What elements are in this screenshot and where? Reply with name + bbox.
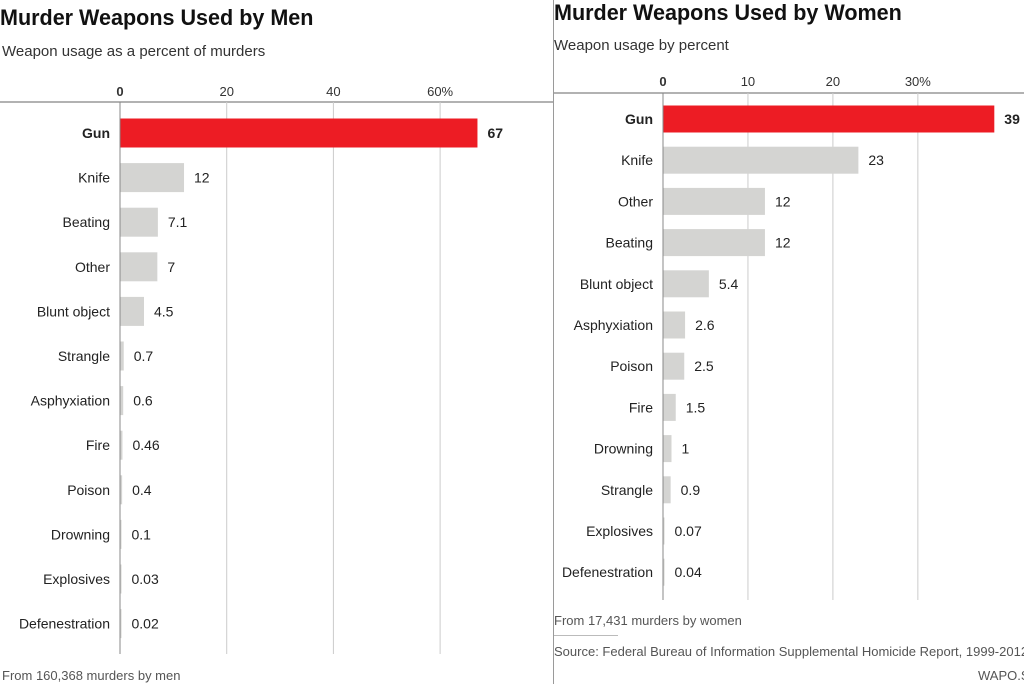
value-label: 1 (681, 441, 689, 457)
bar-gun (120, 118, 478, 148)
bar-gun (663, 105, 995, 133)
bar-drowning (120, 519, 122, 549)
category-label: Knife (78, 170, 110, 186)
category-label: Drowning (51, 526, 110, 542)
value-label: 0.4 (132, 482, 152, 498)
bar-beating (663, 229, 765, 257)
bar-drowning (663, 435, 672, 463)
category-label: Fire (86, 437, 110, 453)
category-label: Asphyxiation (31, 393, 110, 409)
value-label: 7 (167, 259, 175, 275)
value-label: 12 (194, 170, 210, 186)
category-label: Knife (621, 152, 653, 168)
category-label: Other (75, 259, 110, 275)
category-label: Asphyxiation (574, 317, 653, 333)
category-label: Blunt object (37, 303, 110, 319)
tick-label: 60% (427, 84, 453, 99)
bar-strangle (120, 341, 124, 371)
category-label: Explosives (43, 571, 110, 587)
bar-fire (120, 430, 123, 460)
value-label: 23 (868, 152, 884, 168)
category-label: Gun (625, 111, 653, 127)
bar-fire (663, 393, 676, 421)
bar-knife (663, 146, 859, 174)
bar-strangle (663, 476, 671, 504)
category-label: Other (618, 193, 653, 209)
bar-poison (663, 352, 685, 380)
value-label: 0.07 (675, 523, 702, 539)
tick-label: 20 (826, 74, 840, 89)
category-label: Strangle (58, 348, 110, 364)
value-label: 1.5 (686, 399, 706, 415)
value-label: 0.7 (134, 348, 154, 364)
source-divider (554, 635, 618, 636)
value-label: 4.5 (154, 303, 174, 319)
value-label: 39 (1004, 111, 1020, 127)
bar-beating (120, 207, 158, 237)
tick-label: 20 (219, 84, 233, 99)
tick-label: 0 (659, 74, 666, 89)
category-label: Explosives (586, 523, 653, 539)
bar-defenestration (663, 558, 665, 586)
men-chart-subtitle: Weapon usage as a percent of murders (2, 43, 266, 60)
bar-poison (120, 475, 123, 505)
value-label: 0.9 (681, 482, 701, 498)
women-chart-title: Murder Weapons Used by Women (554, 0, 902, 25)
category-label: Fire (629, 399, 653, 415)
value-label: 0.03 (132, 571, 159, 587)
men-bar-chart: 0 20 40 60% Gun 67 Knife 12 Beating 7.1 Other 7 Blun… (0, 84, 553, 654)
bar-explosives (120, 564, 122, 594)
men-chart-title: Murder Weapons Used by Men (0, 5, 314, 30)
bar-blunt-object (663, 270, 709, 298)
value-label: 0.04 (675, 564, 702, 580)
category-label: Strangle (601, 482, 653, 498)
category-label: Poison (610, 358, 653, 374)
bar-defenestration (120, 609, 122, 639)
bar-other (120, 252, 158, 282)
value-label: 2.6 (695, 317, 715, 333)
tick-label: 30% (905, 74, 931, 89)
bar-explosives (663, 517, 665, 545)
value-label: 0.46 (132, 437, 159, 453)
category-label: Beating (63, 214, 110, 230)
value-label: 0.6 (133, 393, 153, 409)
tick-label: 40 (326, 84, 340, 99)
bar-knife (120, 163, 185, 193)
category-label: Blunt object (580, 276, 653, 292)
tick-label: 10 (741, 74, 755, 89)
bar-blunt-object (120, 296, 145, 326)
value-label: 12 (775, 193, 791, 209)
category-label: Gun (82, 125, 110, 141)
women-chart-footnote: From 17,431 murders by women (554, 613, 742, 628)
publisher-credit: WAPO.ST (978, 668, 1024, 683)
value-label: 0.1 (132, 526, 152, 542)
category-label: Drowning (594, 441, 653, 457)
women-chart-panel: Murder Weapons Used by Women Weapon usag… (554, 0, 1024, 684)
bar-asphyxiation (663, 311, 686, 339)
category-label: Defenestration (19, 616, 110, 632)
value-label: 67 (487, 125, 503, 141)
tick-label: 0 (116, 84, 123, 99)
value-label: 5.4 (719, 276, 739, 292)
category-label: Beating (606, 235, 653, 251)
bar-other (663, 187, 765, 215)
men-chart-footnote: From 160,368 murders by men (2, 668, 181, 683)
value-label: 7.1 (168, 214, 188, 230)
source-note: Source: Federal Bureau of Information Su… (554, 644, 1024, 659)
category-label: Defenestration (562, 564, 653, 580)
women-bar-chart: 0 10 20 30% Gun 39 Knife 23 Other 12 Beating 12 Blun… (554, 74, 1024, 600)
value-label: 12 (775, 235, 791, 251)
men-chart-panel: Murder Weapons Used by Men Weapon usage … (0, 0, 554, 684)
women-chart-subtitle: Weapon usage by percent (554, 37, 729, 54)
bar-asphyxiation (120, 386, 124, 416)
value-label: 2.5 (694, 358, 714, 374)
category-label: Poison (67, 482, 110, 498)
value-label: 0.02 (132, 616, 159, 632)
